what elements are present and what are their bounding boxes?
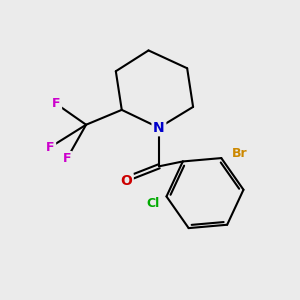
Text: F: F bbox=[62, 152, 71, 165]
Text: F: F bbox=[46, 140, 55, 154]
Text: F: F bbox=[52, 98, 61, 110]
Text: N: N bbox=[153, 121, 165, 135]
Text: O: O bbox=[120, 174, 132, 188]
Text: Br: Br bbox=[232, 147, 248, 160]
Text: Cl: Cl bbox=[146, 197, 160, 210]
